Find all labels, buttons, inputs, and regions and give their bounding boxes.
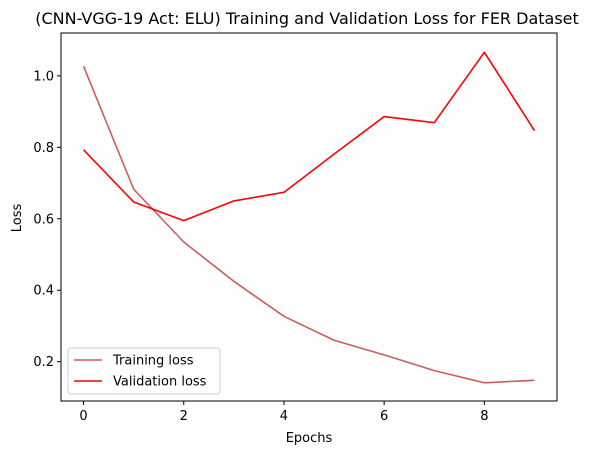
y-tick-label: 1.0 bbox=[33, 69, 54, 84]
x-tick-label: 0 bbox=[79, 409, 87, 424]
series-line-validation-loss bbox=[82, 51, 536, 222]
x-axis: 0 2 4 6 8 bbox=[79, 401, 488, 424]
x-tick-label: 6 bbox=[380, 409, 388, 424]
y-tick-label: 0.8 bbox=[33, 141, 54, 156]
x-tick-label: 8 bbox=[480, 409, 488, 424]
plot-frame bbox=[60, 32, 558, 402]
y-axis-label: Loss bbox=[10, 204, 25, 233]
x-tick-label: 2 bbox=[180, 409, 188, 424]
x-axis-label: Epochs bbox=[286, 431, 333, 446]
legend-label: Training loss bbox=[112, 354, 194, 369]
plot-area bbox=[60, 32, 558, 402]
chart-title: (CNN-VGG-19 Act: ELU) Training and Valid… bbox=[35, 9, 579, 28]
series-lines bbox=[82, 51, 536, 384]
legend-box bbox=[67, 347, 221, 395]
legend: Training loss Validation loss bbox=[67, 347, 221, 395]
y-tick-label: 0.4 bbox=[33, 284, 54, 299]
x-tick-label: 4 bbox=[280, 409, 288, 424]
series-line-training-loss bbox=[82, 65, 535, 384]
legend-label: Validation loss bbox=[113, 375, 207, 390]
y-axis: 0.2 0.4 0.6 0.8 1.0 bbox=[33, 69, 61, 370]
y-tick-label: 0.2 bbox=[33, 355, 54, 370]
y-tick-label: 0.6 bbox=[33, 212, 54, 227]
